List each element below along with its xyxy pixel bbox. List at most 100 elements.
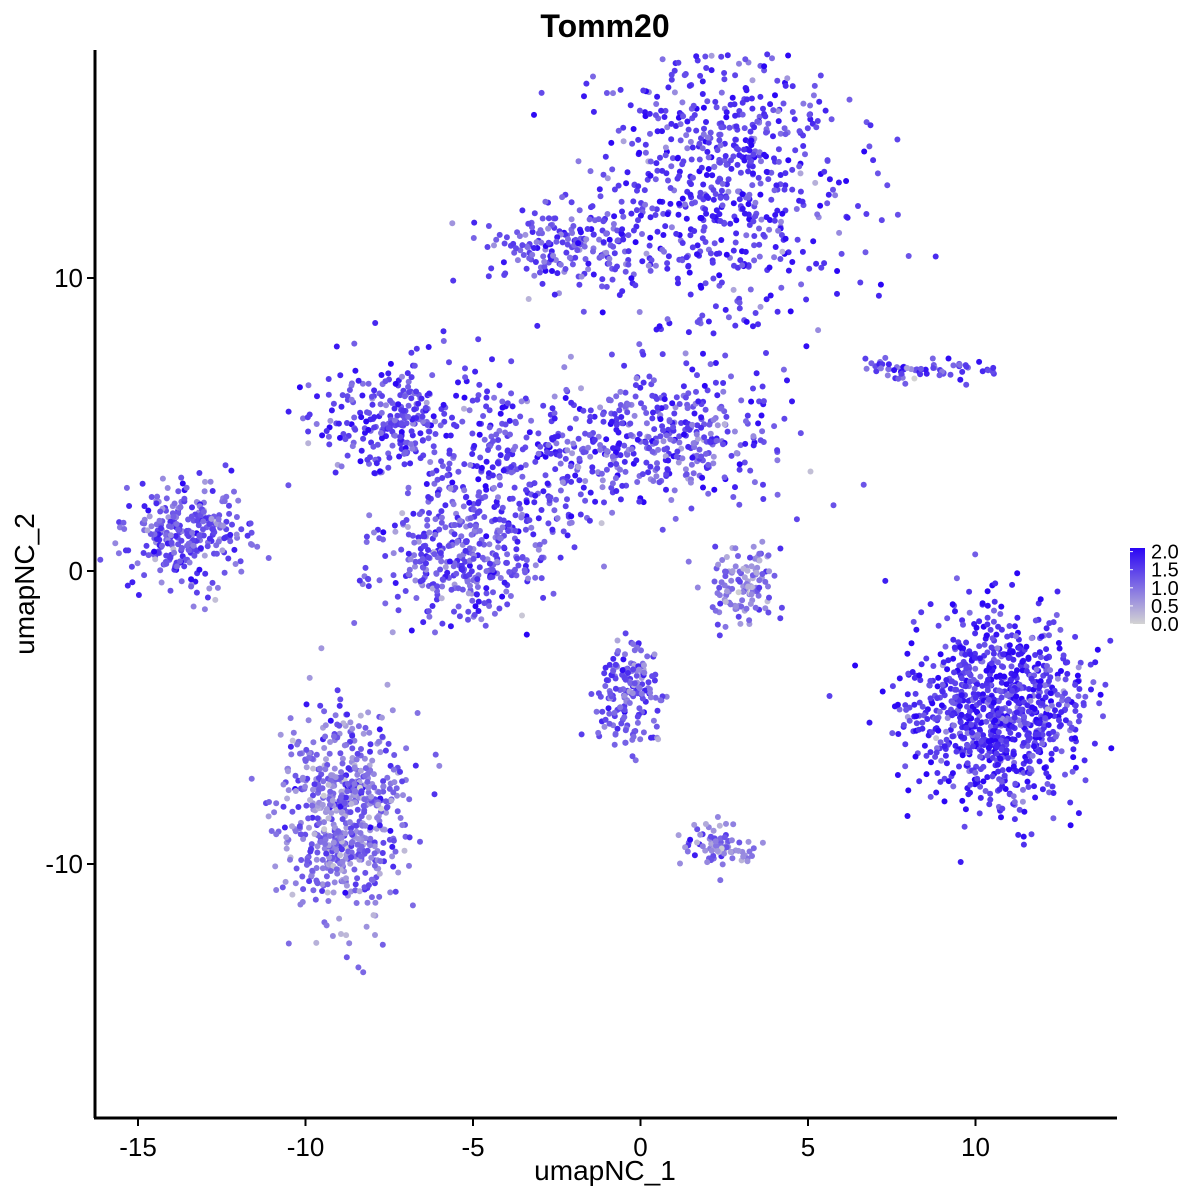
scatter-point	[944, 615, 951, 622]
scatter-point	[507, 593, 514, 599]
scatter-point	[721, 76, 728, 83]
scatter-point	[747, 554, 753, 561]
scatter-point	[1052, 733, 1059, 740]
scatter-point	[736, 501, 743, 508]
scatter-point	[390, 766, 397, 773]
scatter-point	[774, 447, 781, 454]
scatter-point	[902, 380, 909, 387]
scatter-point	[526, 481, 533, 488]
scatter-point	[432, 751, 439, 758]
scatter-point	[450, 501, 457, 508]
scatter-point	[1072, 702, 1079, 709]
scatter-point	[323, 756, 329, 763]
scatter-point	[300, 415, 306, 422]
scatter-point	[481, 600, 488, 607]
scatter-point	[694, 242, 701, 249]
scatter-point	[379, 850, 386, 856]
scatter-point	[539, 215, 546, 222]
scatter-point	[511, 484, 518, 491]
scatter-point	[1023, 757, 1030, 764]
scatter-point	[495, 444, 502, 451]
scatter-point	[685, 262, 692, 269]
scatter-point	[175, 526, 181, 533]
scatter-point	[265, 555, 272, 561]
scatter-point	[726, 124, 733, 131]
scatter-point	[600, 411, 606, 418]
scatter-point	[727, 601, 734, 608]
scatter-point	[497, 575, 504, 581]
scatter-point	[209, 488, 216, 494]
scatter-point	[625, 401, 632, 408]
scatter-point	[319, 856, 326, 863]
scatter-point	[455, 379, 461, 386]
scatter-point	[351, 414, 358, 421]
scatter-point	[506, 569, 513, 575]
scatter-point	[197, 545, 204, 552]
scatter-point	[712, 543, 719, 550]
scatter-point	[1019, 658, 1026, 665]
scatter-point	[759, 839, 766, 846]
scatter-point	[385, 464, 392, 471]
scatter-point	[994, 761, 1001, 768]
scatter-point	[687, 291, 694, 298]
scatter-point	[321, 845, 328, 852]
scatter-point	[1081, 757, 1088, 764]
scatter-point	[442, 502, 449, 509]
scatter-point	[640, 87, 647, 94]
scatter-point	[611, 186, 618, 193]
scatter-point	[285, 787, 292, 794]
scatter-point	[682, 394, 689, 401]
scatter-point	[568, 478, 575, 485]
scatter-point	[175, 488, 182, 495]
scatter-point	[374, 814, 381, 821]
scatter-point	[312, 896, 319, 903]
scatter-point	[189, 504, 195, 511]
scatter-point	[486, 541, 493, 548]
scatter-point	[1001, 673, 1008, 680]
scatter-point	[984, 588, 991, 595]
scatter-point	[923, 655, 930, 662]
scatter-point	[411, 552, 418, 559]
scatter-point	[891, 367, 898, 374]
scatter-point	[664, 211, 671, 218]
scatter-point	[673, 123, 679, 129]
scatter-point	[522, 231, 529, 238]
scatter-point	[759, 428, 766, 435]
x-tick-label: 5	[801, 1132, 815, 1162]
scatter-point	[1014, 570, 1021, 577]
scatter-point	[439, 475, 446, 481]
scatter-point	[668, 163, 675, 170]
scatter-point	[362, 724, 369, 731]
scatter-point	[918, 365, 924, 372]
scatter-point	[758, 216, 765, 223]
scatter-point	[681, 201, 688, 208]
scatter-point	[1006, 708, 1013, 715]
scatter-point	[828, 116, 835, 123]
scatter-point	[191, 552, 198, 559]
scatter-point	[737, 620, 744, 627]
scatter-point	[582, 478, 589, 484]
scatter-point	[700, 104, 707, 111]
scatter-point	[284, 795, 291, 802]
scatter-point	[200, 508, 207, 515]
scatter-point	[701, 382, 708, 389]
scatter-point	[962, 683, 969, 690]
scatter-point	[722, 623, 729, 630]
scatter-point	[362, 564, 369, 571]
scatter-point	[704, 98, 711, 105]
scatter-point	[366, 814, 372, 821]
scatter-point	[746, 617, 753, 624]
scatter-point	[551, 393, 558, 400]
scatter-point	[787, 308, 794, 315]
scatter-point	[708, 847, 715, 854]
scatter-point	[973, 708, 980, 715]
scatter-point	[499, 593, 506, 600]
scatter-point	[202, 570, 209, 577]
scatter-point	[434, 476, 441, 483]
scatter-point	[389, 707, 396, 714]
scatter-point	[411, 539, 418, 546]
scatter-point	[580, 484, 587, 491]
scatter-point	[741, 459, 748, 466]
scatter-point	[227, 531, 234, 538]
